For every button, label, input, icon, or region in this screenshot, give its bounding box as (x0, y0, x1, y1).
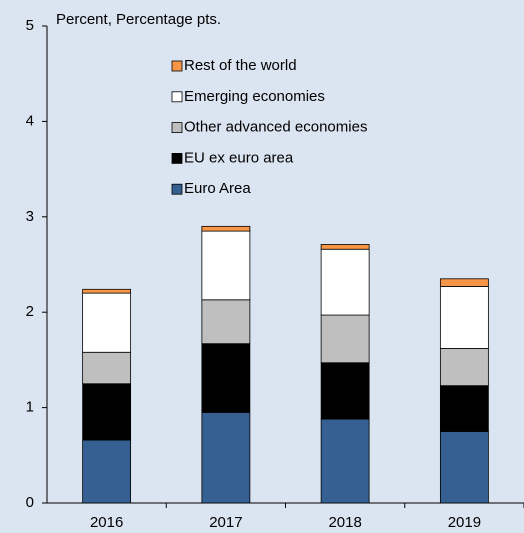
x-tick-label: 2018 (328, 514, 361, 531)
bar-segment (320, 248, 370, 316)
legend-swatch (171, 152, 183, 164)
y-tick-label: 5 (26, 17, 34, 34)
bar-segment (439, 348, 489, 387)
legend-label: EU ex euro area (184, 149, 294, 166)
y-tick-label: 2 (26, 303, 34, 320)
legend-swatch (171, 91, 183, 103)
x-tick-label: 2016 (90, 514, 123, 531)
bar-segment (439, 431, 489, 504)
bar-segment (82, 383, 132, 441)
bar-segment (201, 343, 251, 413)
y-tick-label: 3 (26, 208, 34, 225)
legend-label: Emerging economies (184, 88, 325, 105)
bar-segment (82, 292, 132, 353)
x-tick-label: 2019 (448, 514, 481, 531)
bar-segment (320, 244, 370, 250)
bar-segment (320, 314, 370, 364)
y-tick-label: 0 (26, 494, 34, 511)
legend-swatch (171, 122, 183, 133)
legend-label: Other advanced economies (184, 119, 367, 136)
legend-label: Euro Area (184, 180, 251, 197)
bar-segment (439, 286, 489, 349)
bar-segment (320, 418, 370, 504)
x-tick-label: 2017 (209, 514, 242, 531)
bar-segment (82, 439, 132, 504)
bar-segment (82, 288, 132, 294)
bar-segment (439, 385, 489, 432)
bar-segment (201, 299, 251, 345)
bar-segment (201, 411, 251, 504)
legend-swatch (171, 183, 183, 195)
y-tick-label: 4 (26, 112, 34, 129)
bar-segment (82, 351, 132, 385)
bar-segment (439, 278, 489, 287)
bar-segment (320, 362, 370, 420)
legend-swatch (171, 60, 183, 72)
legend-label: Rest of the world (184, 57, 297, 74)
y-axis-label: Percent, Percentage pts. (56, 11, 221, 28)
bar-segment (201, 230, 251, 301)
y-tick-label: 1 (26, 399, 34, 416)
bar-segment (201, 225, 251, 232)
